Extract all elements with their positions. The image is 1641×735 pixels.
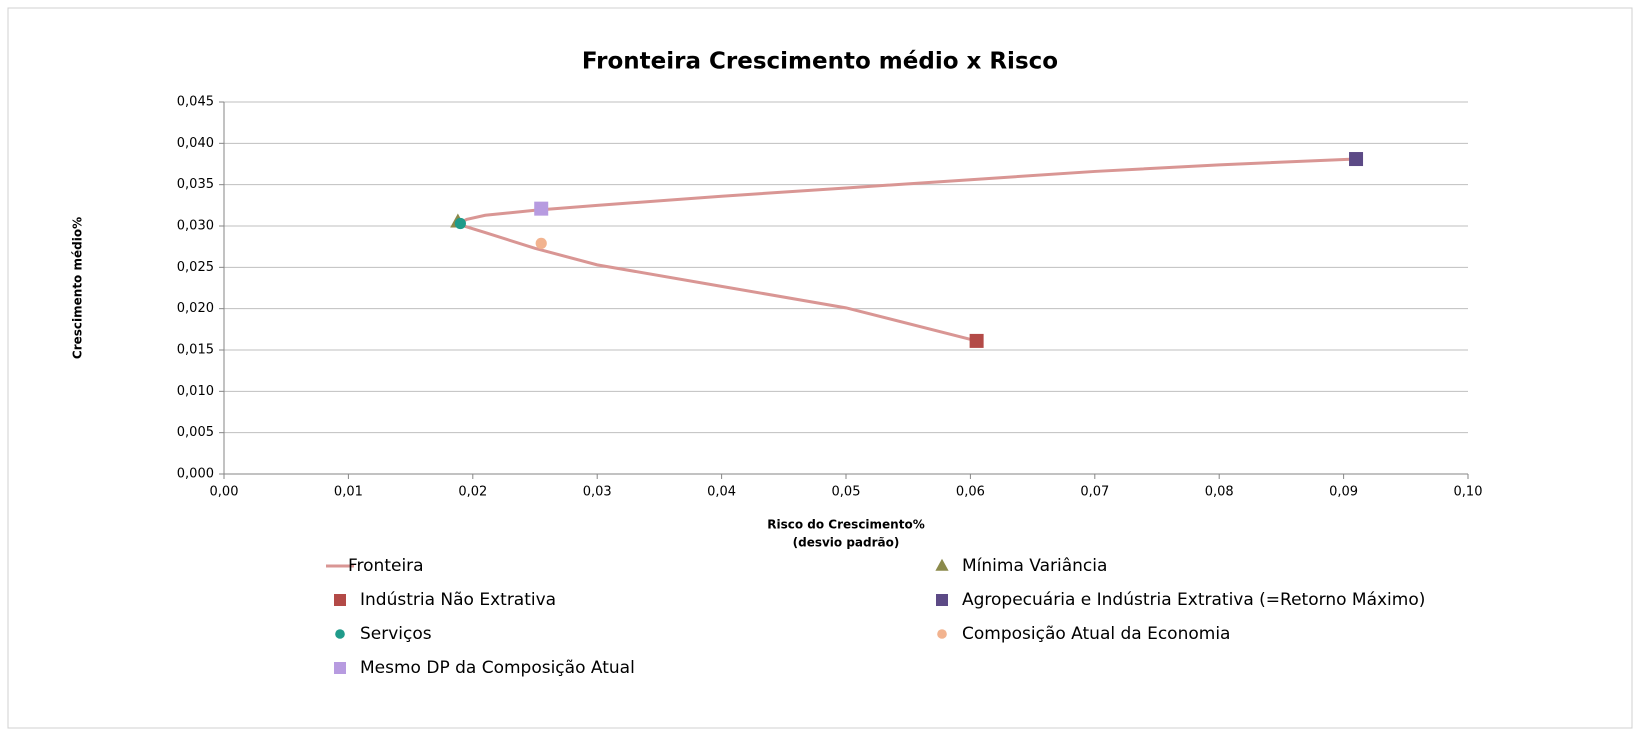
- y-tick-label: 0,040: [177, 136, 214, 151]
- legend-swatch: [936, 594, 948, 606]
- legend-swatch: [937, 629, 947, 639]
- y-tick-label: 0,015: [177, 343, 214, 358]
- y-tick-label: 0,000: [177, 467, 214, 482]
- y-tick-label: 0,035: [177, 177, 214, 192]
- x-tick-label: 0,01: [334, 485, 363, 500]
- marker: [534, 201, 549, 216]
- legend-swatch: [334, 662, 346, 674]
- x-tick-label: 0,09: [1329, 485, 1358, 500]
- y-tick-label: 0,030: [177, 219, 214, 234]
- legend-label: Serviços: [360, 624, 432, 644]
- frontier-line: [455, 157, 1357, 343]
- y-tick-label: 0,005: [177, 425, 214, 440]
- legend-label: Indústria Não Extrativa: [360, 590, 556, 610]
- y-tick-label: 0,045: [177, 95, 214, 110]
- x-tick-label: 0,07: [1080, 485, 1109, 500]
- y-tick-label: 0,025: [177, 260, 214, 275]
- x-tick-label: 0,08: [1205, 485, 1234, 500]
- marker: [454, 217, 466, 230]
- y-tick-label: 0,010: [177, 384, 214, 399]
- legend-label: Agropecuária e Indústria Extrativa (=Ret…: [962, 590, 1425, 610]
- x-tick-label: 0,03: [583, 485, 612, 500]
- legend-label: Mesmo DP da Composição Atual: [360, 658, 635, 678]
- legend-swatch: [335, 629, 345, 639]
- x-axis-label: (desvio padrão): [793, 536, 900, 550]
- x-tick-label: 0,05: [832, 485, 861, 500]
- chart-title: Fronteira Crescimento médio x Risco: [582, 49, 1058, 75]
- x-tick-label: 0,00: [210, 485, 239, 500]
- x-tick-label: 0,02: [458, 485, 487, 500]
- y-tick-label: 0,020: [177, 301, 214, 316]
- legend-label: Mínima Variância: [962, 556, 1107, 576]
- x-tick-label: 0,04: [707, 485, 736, 500]
- marker: [969, 333, 984, 348]
- x-axis-label: Risco do Crescimento%: [767, 518, 924, 532]
- y-axis-label: Crescimento médio%: [71, 217, 85, 359]
- marker: [535, 237, 547, 249]
- x-tick-label: 0,10: [1454, 485, 1483, 500]
- legend-label: Composição Atual da Economia: [962, 624, 1230, 644]
- legend-swatch: [935, 558, 949, 571]
- chart-frame: [7, 7, 1633, 729]
- marker: [1349, 152, 1364, 167]
- legend-swatch: [334, 594, 346, 606]
- legend-label: Fronteira: [348, 556, 424, 576]
- x-tick-label: 0,06: [956, 485, 985, 500]
